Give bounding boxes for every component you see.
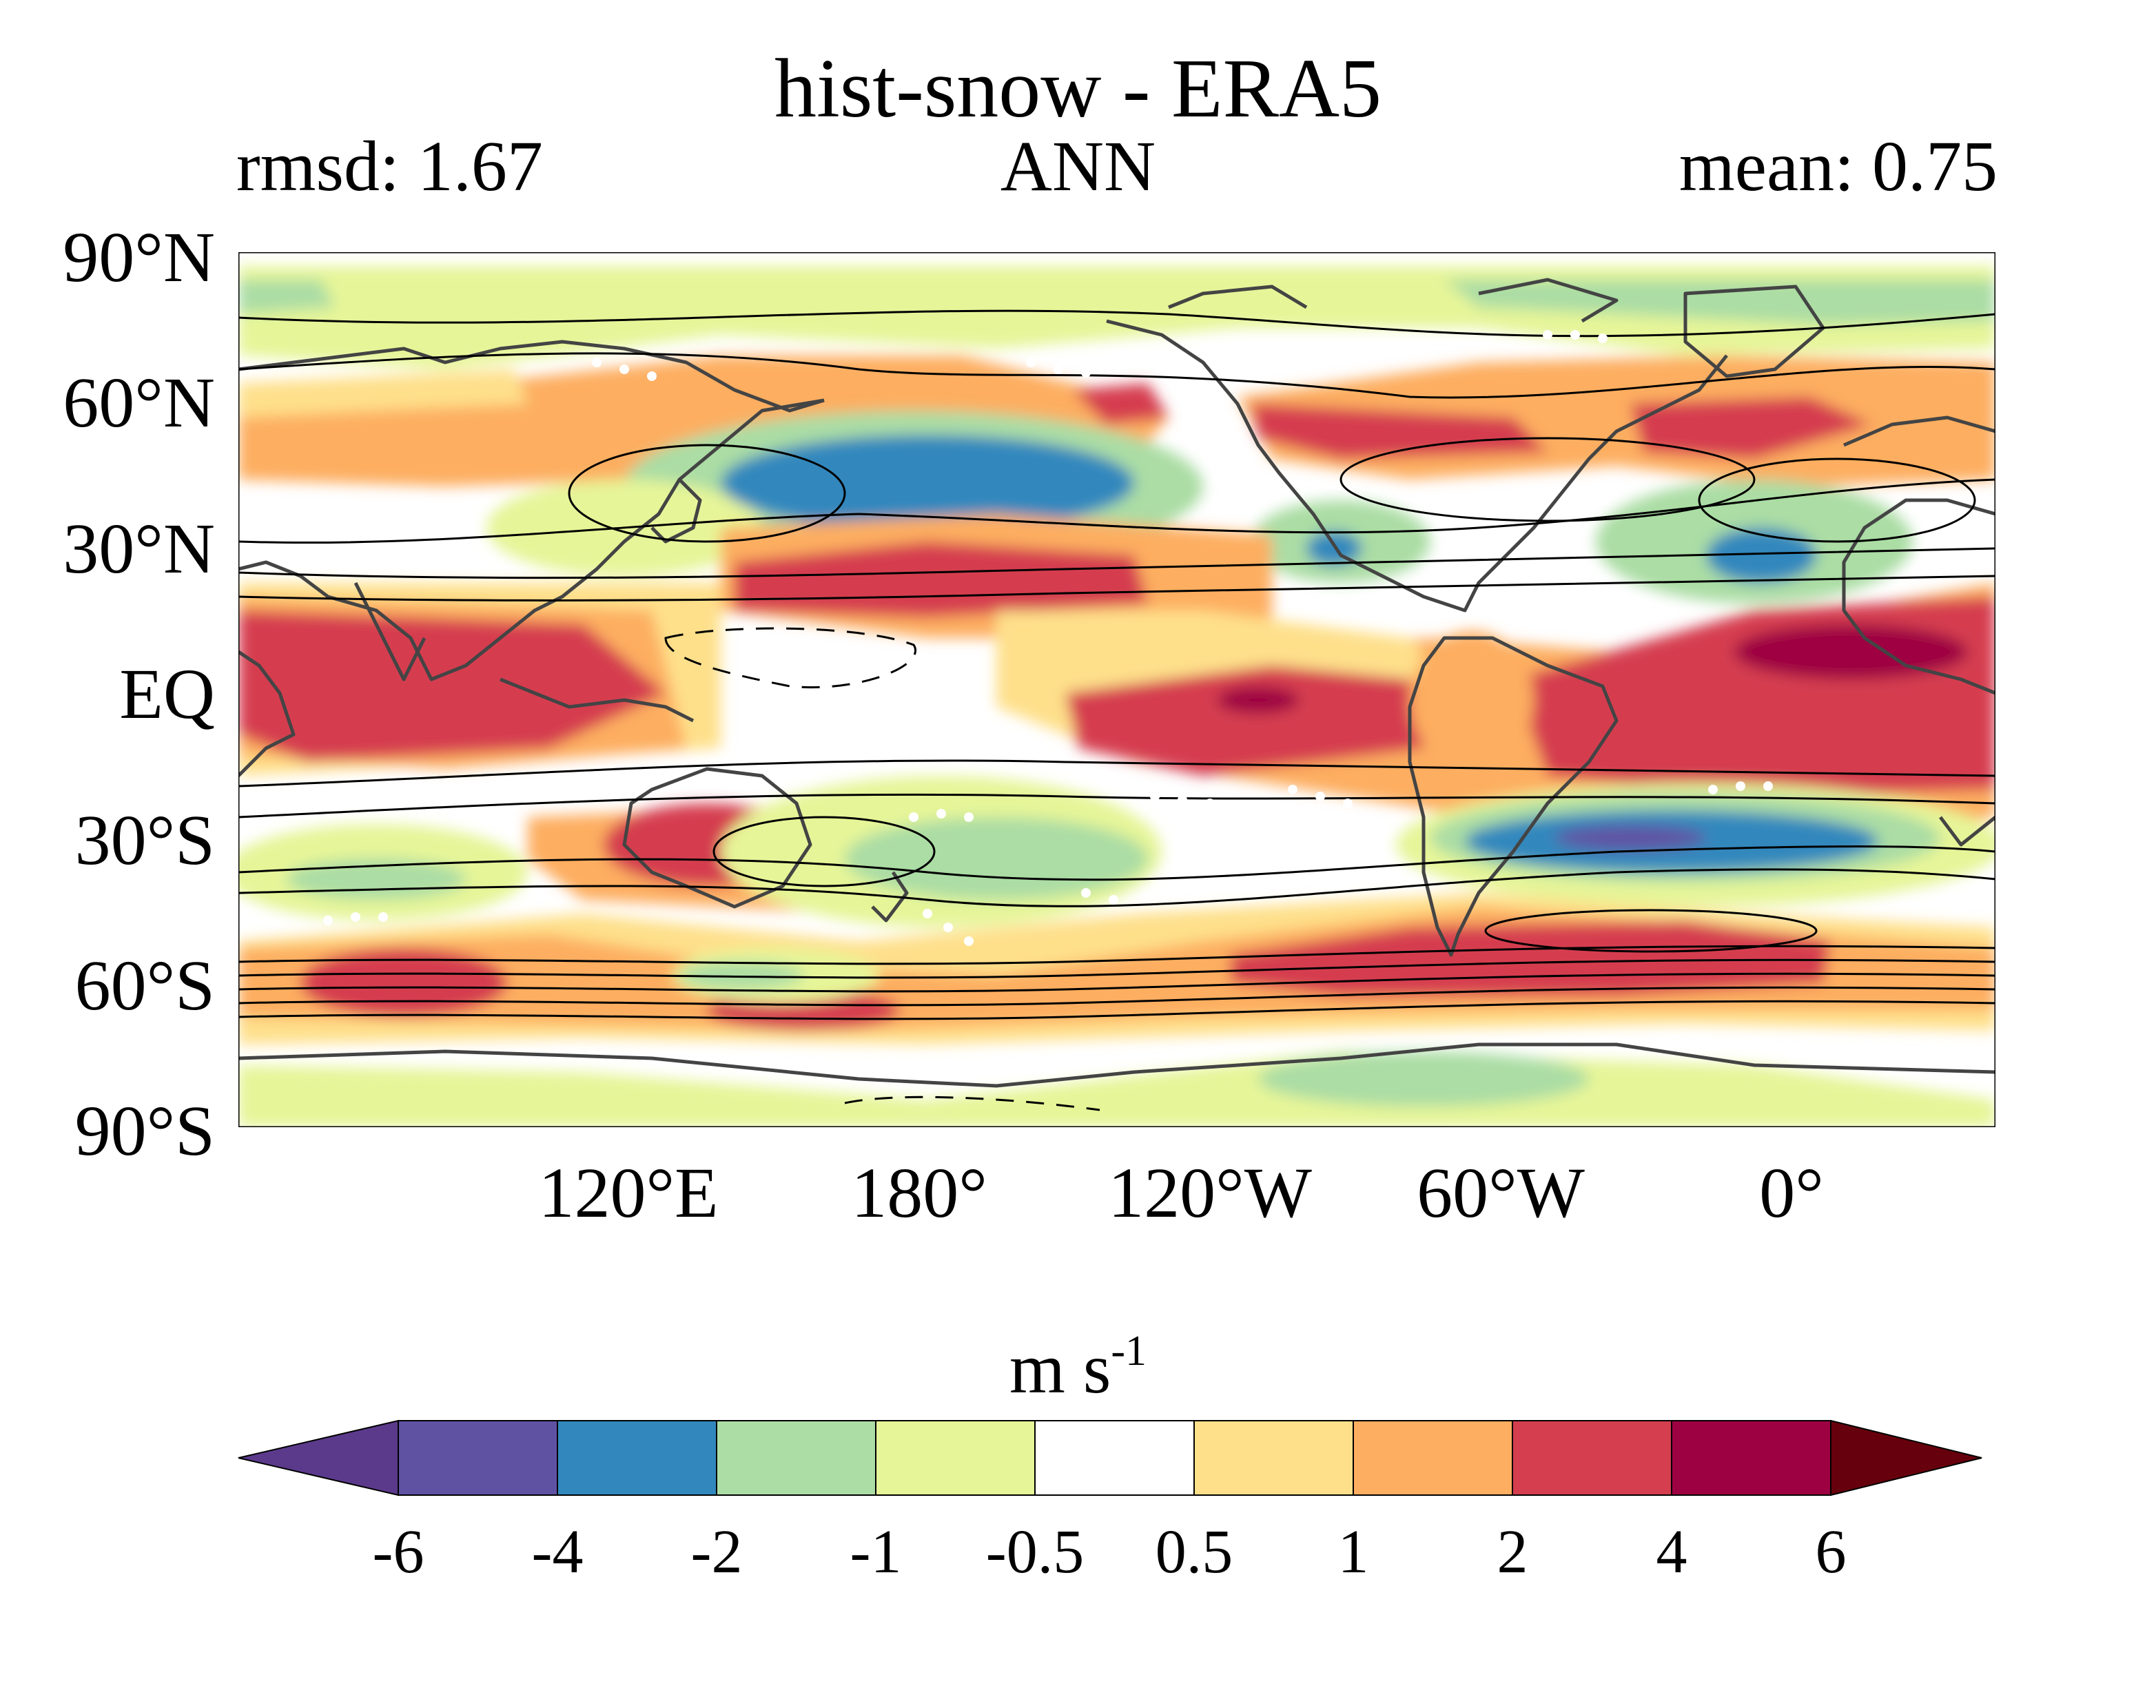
fill-red [1630,397,1871,459]
fill-red [1065,666,1424,776]
contour-line [238,759,1995,788]
colorbar-tick-label: 6 [1815,1518,1847,1586]
fill-green [1258,1051,1589,1107]
contour-line [238,547,1995,579]
colorbar-tick-label: -2 [690,1518,743,1586]
contour-line [238,986,1995,1007]
rmsd-label: rmsd: 1.67 [236,127,543,206]
lon-label-60w: 60°W [1417,1153,1585,1233]
fill-dark-red [1217,686,1300,714]
colorbar-tick-label: 4 [1656,1518,1687,1586]
colorbar-tick-label: 0.5 [1155,1518,1233,1586]
colorbar-extend-high [1830,1419,1982,1496]
fill-red [1251,404,1548,459]
fill-purple [1554,825,1706,850]
coast-north-america [1106,319,1728,613]
colorbar-segment [1671,1420,1831,1496]
fill-green [238,280,335,314]
contour-line [238,945,1995,965]
contour-line [238,845,1995,881]
colorbar-segment [1353,1420,1513,1496]
colorbar-tick-label: 1 [1337,1518,1369,1586]
coast-eurasia-north [238,340,825,413]
contour-line [238,478,1995,544]
fill-red [1072,383,1169,424]
season-label: ANN [1000,127,1156,206]
colorbar-extend-low [238,1419,399,1496]
fill-red [1231,920,1830,996]
fill-yellow [238,369,528,418]
contour-line [568,444,846,543]
coast-australia [622,767,812,909]
fill-red [300,948,507,1017]
colorbar-segment [557,1420,717,1496]
coast-arctic-islands [1168,278,1619,323]
fill-orange [1410,631,1534,769]
fill-blue [1706,528,1816,583]
mean-label: mean: 0.75 [1678,127,1998,206]
anomaly-map [238,252,1995,1127]
lat-label-60s: 60°S [74,946,215,1025]
contour-line [1698,457,1976,543]
coast-south-america [1408,636,1619,957]
lat-label-30n: 30°N [63,509,215,588]
fill-green [287,858,466,900]
lat-label-90s: 90°S [74,1091,215,1171]
contour-line [238,309,1995,338]
lat-label-90n: 90°N [63,218,215,297]
coast-japan [650,478,702,544]
contour-line [238,793,1995,819]
fill-red [238,610,666,762]
contour-line [712,816,936,887]
significance-stippling [323,330,1773,946]
colorbar-tick-label: -6 [372,1518,424,1586]
contour-line [238,1000,1995,1020]
coast-antarctica [238,1042,1995,1088]
coast-newzealand [871,871,909,923]
map-title: hist-snow - ERA5 [774,42,1382,135]
lon-label-180: 180° [851,1153,987,1233]
lon-label-0: 0° [1759,1153,1824,1233]
colorbar-tick-label: 2 [1497,1518,1528,1586]
contour-line [238,575,1995,601]
lat-label-30s: 30°S [74,801,215,880]
lat-label-eq: EQ [119,655,215,734]
contour-line [1484,909,1818,953]
lon-label-120e: 120°E [538,1153,719,1233]
fill-green [845,817,1148,900]
colorbar-tick-label: -0.5 [985,1518,1085,1586]
fill-blue [721,435,1134,531]
coast-greenland [1683,285,1825,378]
colorbar-segment [875,1420,1036,1496]
coast-africa-east [238,650,296,777]
colorbar-units: m s-1 [1009,1328,1147,1408]
colorbar-segment [716,1420,876,1496]
contour-line [238,958,1995,979]
colorbar-segment [398,1420,558,1496]
lon-label-120w: 120°W [1108,1153,1312,1233]
lat-label-60n: 60°N [63,363,215,442]
coast-india [353,582,427,681]
contour-dashed [844,1095,1100,1111]
colorbar-segment [1034,1420,1195,1496]
contour-line [238,352,1995,399]
colorbar-segment [1512,1420,1672,1496]
contour-dashed [664,627,916,689]
contour-line [238,972,1995,993]
anomaly-field [238,266,1995,1127]
contour-line [1339,437,1756,522]
coast-indonesia [500,677,695,723]
climatology-contours [238,309,1995,1111]
coast-europe-africa [1842,415,1995,847]
contour-line [238,868,1995,907]
coast-asia-east [238,398,825,681]
coastlines [238,278,1995,1088]
colorbar-tick-label: -4 [531,1518,584,1586]
colorbar [238,1419,1982,1496]
colorbar-tick-label: -1 [850,1518,902,1586]
fill-green [679,962,803,989]
colorbar-segment [1193,1420,1354,1496]
